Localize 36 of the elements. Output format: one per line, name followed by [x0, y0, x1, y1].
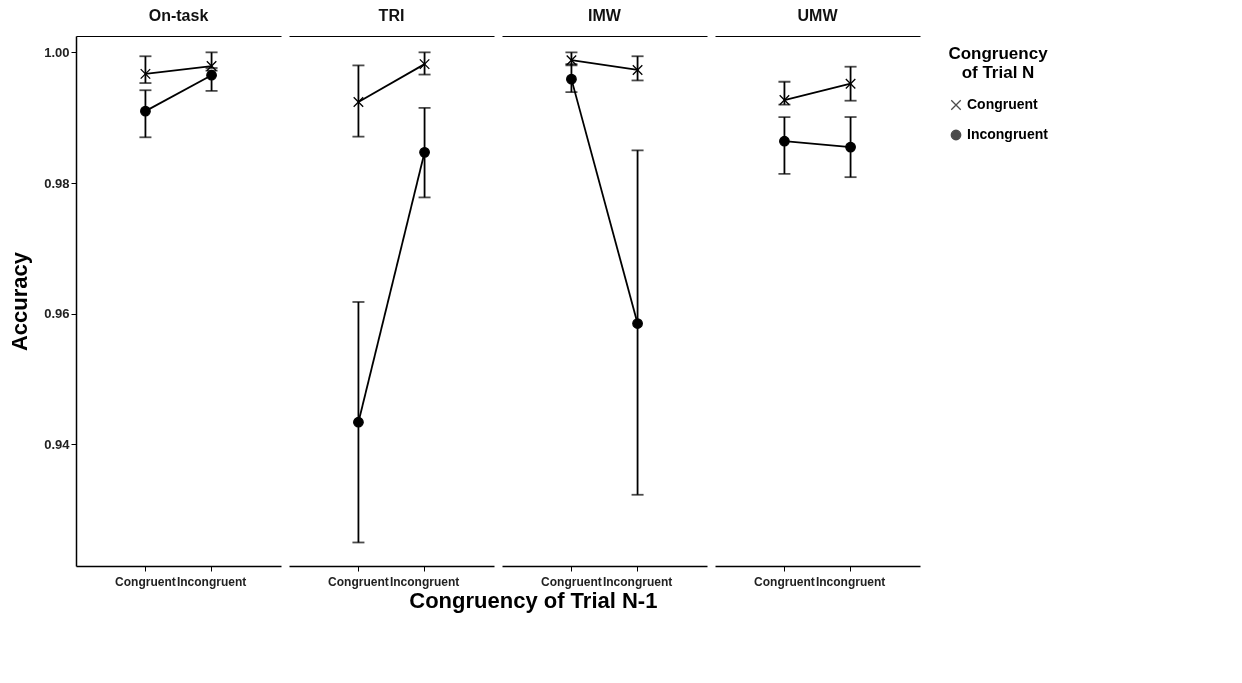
point	[353, 96, 364, 108]
x-tick-label: Congruent	[115, 574, 176, 589]
x-tick-label: Congruent	[541, 574, 602, 589]
chart-title: IMW	[588, 7, 622, 24]
point	[140, 68, 151, 80]
x-tick-label: Congruent	[328, 574, 389, 589]
point	[206, 69, 217, 81]
x-tick-label: Incongruent	[176, 574, 247, 589]
point	[845, 78, 856, 90]
chart-title: On-task	[148, 7, 209, 24]
x-tick-label: Incongruent	[602, 574, 673, 589]
point	[632, 64, 643, 76]
y-axis-title: Accuracy	[7, 251, 33, 352]
x-axis-title: Congruency of Trial N-1	[409, 588, 658, 613]
chart-title: UMW	[797, 7, 839, 24]
legend-label: Incongruent	[967, 126, 1049, 142]
point	[419, 146, 430, 158]
point	[566, 73, 577, 85]
point	[206, 60, 217, 72]
point	[779, 135, 790, 147]
chart-title: TRI	[378, 7, 405, 24]
y-tick-label: 0.96	[44, 306, 70, 322]
x-tick-label: Congruent	[754, 574, 815, 589]
point	[632, 318, 643, 329]
point	[779, 94, 790, 106]
point	[845, 141, 856, 153]
point	[419, 58, 430, 70]
legend-label: Congruent	[967, 96, 1039, 112]
point	[140, 105, 151, 117]
point	[353, 416, 364, 428]
x-tick-label: Incongruent	[389, 574, 460, 589]
y-tick-label: 0.98	[44, 175, 70, 191]
x-tick-label: Incongruent	[815, 574, 886, 589]
y-tick-label: 1.00	[44, 44, 70, 60]
y-tick-label: 0.94	[44, 436, 71, 452]
legend-title: Congruency of Trial N	[948, 44, 1049, 82]
